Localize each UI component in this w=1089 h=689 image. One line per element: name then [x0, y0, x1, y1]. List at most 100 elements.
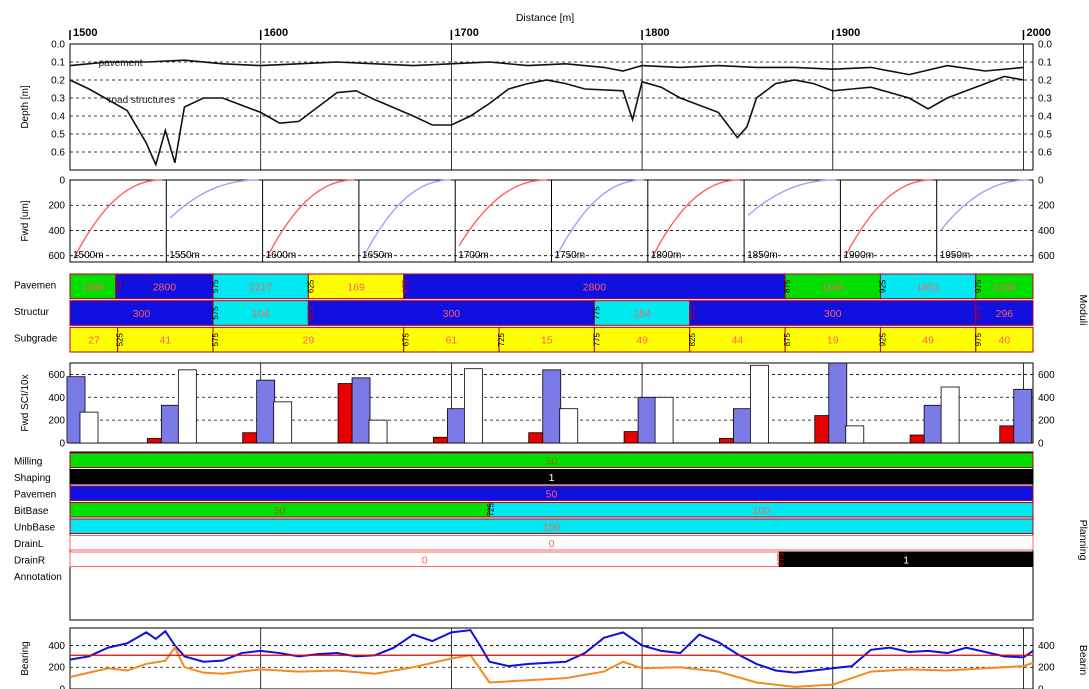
planning-segment-value: 1	[903, 554, 909, 566]
moduli-segment-tag: 975	[974, 332, 983, 346]
moduli-segment	[975, 273, 1034, 300]
moduli-segment-value: 19	[827, 335, 839, 347]
bearing-series-orange	[69, 645, 1034, 688]
sci-bar-lightblue	[923, 404, 943, 444]
y-tick-label-right: 0.5	[1038, 130, 1052, 141]
planning-segment	[489, 502, 1034, 518]
moduli-segment-value: 300	[133, 308, 151, 320]
moduli-segment-tag: 875	[783, 332, 792, 346]
y-axis-title: Fwd SCI/10x	[20, 374, 31, 431]
bearing-series-blue	[69, 629, 1034, 674]
moduli-segment-tag: 725	[497, 332, 506, 346]
planning-segment-value: 50	[546, 455, 558, 467]
y-tick-label-right: 600	[1038, 370, 1055, 381]
moduli-segment	[593, 300, 691, 326]
planning-segment-value: 100	[752, 505, 770, 517]
y-tick-label-right: 400	[1038, 393, 1055, 404]
moduli-segment-value: 61	[446, 335, 458, 347]
moduli-segment	[115, 273, 214, 300]
moduli-segment	[307, 273, 405, 300]
y-tick-label-right: 400	[1038, 641, 1055, 652]
planning-segment	[69, 518, 1034, 534]
planning-segment-value: 1	[549, 472, 555, 484]
moduli-segment-value: 296	[996, 308, 1014, 320]
sci-bar-lightblue	[351, 377, 371, 444]
moduli-segment-tag: 825	[688, 306, 697, 320]
planning-segment	[69, 485, 1034, 501]
moduli-row-label: Structur	[14, 307, 50, 318]
moduli-segment-tag: 825	[688, 332, 697, 346]
sci-bar-white	[79, 411, 99, 444]
moduli-segment-tag: 975	[974, 306, 983, 320]
y-tick-label-left: 0.4	[51, 112, 65, 123]
moduli-segment-tag: 875	[783, 279, 792, 293]
planning-row-label: Annotation	[14, 572, 62, 583]
moduli-segment-tag: 775	[592, 332, 601, 346]
moduli-segment-tag: 525	[116, 332, 125, 346]
planning-row-label: Pavemen	[14, 489, 56, 500]
y-tick-label-right: 200	[1038, 201, 1055, 212]
moduli-row-label: Pavemen	[14, 280, 56, 291]
side-label-planning: Planning	[1077, 520, 1089, 561]
moduli-segment	[975, 300, 1034, 326]
y-tick-label-left: 0.3	[51, 94, 65, 105]
x-tick-label: 1700	[454, 27, 478, 39]
y-tick-label-right: 0.3	[1038, 94, 1052, 105]
moduli-segment-tag: 925	[878, 332, 887, 346]
moduli-segment-value: 2800	[583, 281, 607, 293]
y-tick-label-left: 0.1	[51, 58, 65, 69]
planning-segment-value: 0	[549, 538, 555, 550]
y-tick-label-left: 0.5	[51, 130, 65, 141]
moduli-segment-value: 104	[252, 308, 270, 320]
moduli-segment	[784, 273, 881, 300]
moduli-segment-tag: 975	[974, 279, 983, 293]
y-tick-label-right: 0.4	[1038, 112, 1052, 123]
sci-bar-white	[463, 368, 483, 444]
moduli-segment-value: 41	[160, 335, 172, 347]
planning-segment-value: 150	[543, 521, 561, 533]
y-tick-label-left: 0	[59, 685, 65, 689]
moduli-segment-tag: 575	[211, 279, 220, 293]
moduli-segment-tag: 675	[402, 279, 411, 293]
sci-bar-white	[940, 386, 960, 444]
fwd-deflection-curve	[940, 179, 1030, 231]
sci-bar-white	[750, 364, 769, 444]
sci-bar-lightblue	[256, 379, 276, 444]
sci-bar-lightblue	[733, 408, 752, 444]
depth-series-line	[69, 59, 1024, 76]
x-tick-label: 1900	[836, 27, 860, 39]
sci-bar-white	[273, 401, 293, 444]
fwd-station-label: 1850m	[747, 250, 778, 261]
planning-segment-tag: 875	[776, 552, 785, 566]
fwd-station-label: 1900m	[843, 250, 874, 261]
y-tick-label-left: 400	[48, 641, 65, 652]
moduli-segment	[212, 326, 405, 353]
moduli-segment-value: 15	[541, 335, 553, 347]
moduli-segment-value: 27	[88, 335, 100, 347]
y-axis-title: Fwd [um]	[20, 200, 31, 241]
moduli-segment-value: 169	[347, 281, 365, 293]
y-tick-label-left: 0.0	[51, 40, 65, 51]
moduli-segment-tag: 575	[211, 306, 220, 320]
moduli-segment-value: 2217	[249, 281, 273, 293]
planning-segment-tag: 725	[487, 503, 496, 517]
sci-bar-lightblue	[828, 362, 848, 444]
moduli-segment-tag: 625	[306, 306, 315, 320]
annotation-road-structures: road structures	[108, 95, 175, 106]
sci-bar-white	[177, 369, 197, 444]
sci-bar-lightblue	[160, 404, 180, 444]
moduli-segment	[689, 300, 977, 326]
y-tick-label-right: 0.0	[1038, 40, 1052, 51]
moduli-segment-value: 300	[443, 308, 461, 320]
planning-segment-value: 50	[546, 488, 558, 500]
sci-bar-white	[368, 419, 388, 444]
y-tick-label-left: 400	[48, 393, 65, 404]
moduli-segment-value: 29	[303, 335, 315, 347]
y-tick-label-right: 0	[1038, 685, 1044, 689]
y-axis-title: Depth [m]	[20, 85, 31, 129]
fwd-station-label: 1700m	[458, 250, 489, 261]
y-tick-label-right: 400	[1038, 226, 1055, 237]
moduli-segment-value: 49	[922, 335, 934, 347]
moduli-segment-value: 49	[636, 335, 648, 347]
y-tick-label-right: 0	[1038, 176, 1044, 187]
